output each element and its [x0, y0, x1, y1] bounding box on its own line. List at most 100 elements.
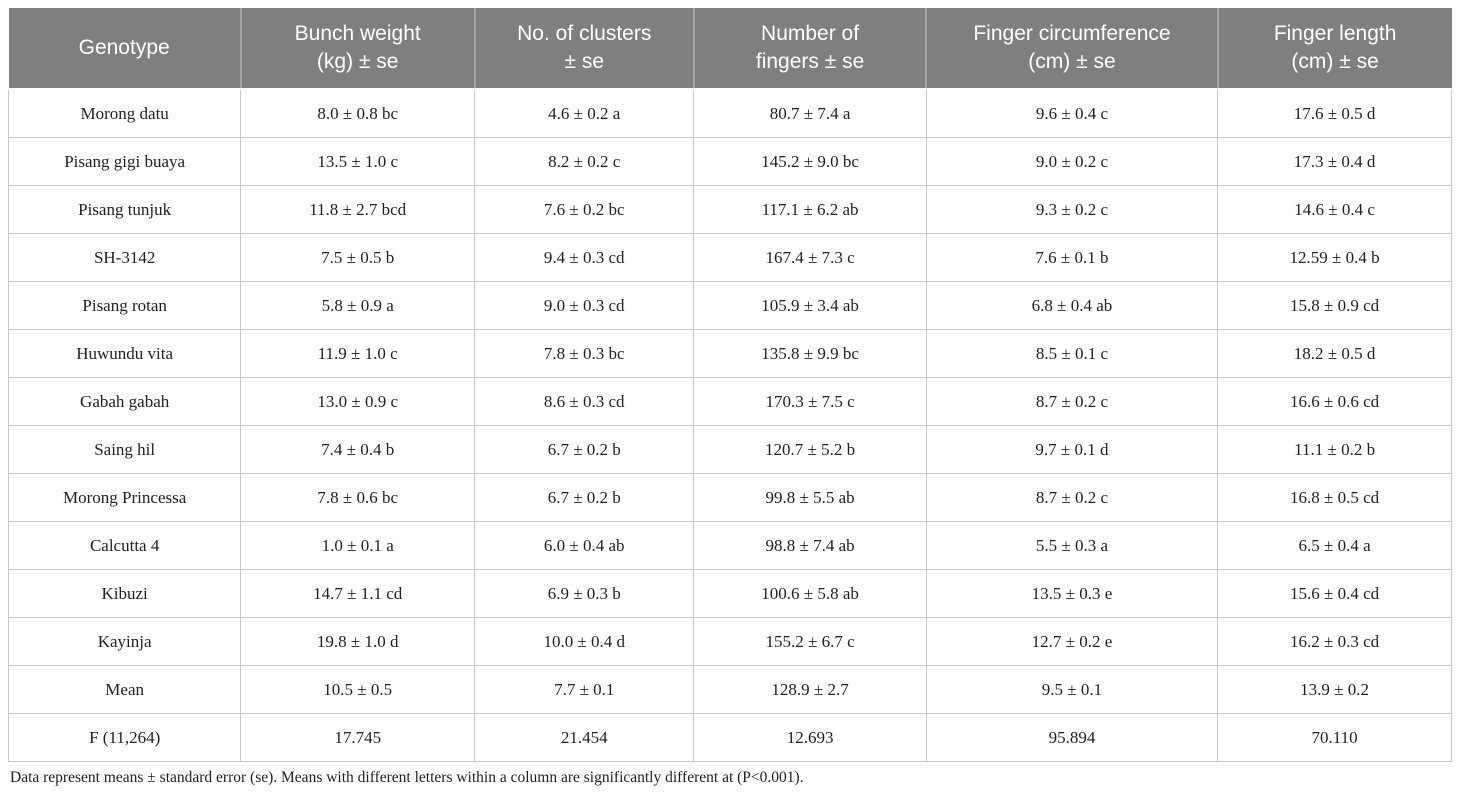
- value-cell: 8.7 ± 0.2 c: [925, 377, 1219, 426]
- value-cell: 170.3 ± 7.5 c: [693, 377, 927, 426]
- value-cell: 6.9 ± 0.3 b: [474, 569, 695, 618]
- genotype-cell: Morong Princessa: [7, 473, 242, 522]
- genotype-cell: F (11,264): [7, 713, 242, 762]
- genotype-cell: Pisang tunjuk: [7, 185, 242, 234]
- table-footnote: Data represent means ± standard error (s…: [10, 769, 804, 786]
- value-cell: 80.7 ± 7.4 a: [693, 88, 927, 138]
- genotype-cell: Huwundu vita: [7, 329, 242, 378]
- genotype-cell: Morong datu: [7, 88, 242, 138]
- genotype-cell: Mean: [7, 665, 242, 714]
- value-cell: 9.6 ± 0.4 c: [925, 88, 1219, 138]
- value-cell: 13.9 ± 0.2: [1217, 665, 1452, 714]
- value-cell: 117.1 ± 6.2 ab: [693, 185, 927, 234]
- value-cell: 7.8 ± 0.3 bc: [474, 329, 695, 378]
- value-cell: 8.5 ± 0.1 c: [925, 329, 1219, 378]
- table-row: Pisang rotan 5.8 ± 0.9 a 9.0 ± 0.3 cd 105.9…: [7, 281, 1452, 330]
- value-cell: 11.1 ± 0.2 b: [1217, 425, 1452, 474]
- value-cell: 7.6 ± 0.2 bc: [474, 185, 695, 234]
- value-cell: 17.6 ± 0.5 d: [1217, 88, 1452, 138]
- value-cell: 7.8 ± 0.6 bc: [240, 473, 476, 522]
- column-header-0: Genotype: [8, 8, 241, 90]
- value-cell: 135.8 ± 9.9 bc: [693, 329, 927, 378]
- column-header-3: Number of fingers ± se: [692, 8, 927, 90]
- value-cell: 6.7 ± 0.2 b: [474, 473, 695, 522]
- column-header-2: No. of clusters ± se: [473, 8, 694, 90]
- value-cell: 4.6 ± 0.2 a: [474, 88, 695, 138]
- value-cell: 155.2 ± 6.7 c: [693, 617, 927, 666]
- value-cell: 13.0 ± 0.9 c: [240, 377, 476, 426]
- column-header-1: Bunch weight (kg) ± se: [239, 8, 475, 90]
- value-cell: 167.4 ± 7.3 c: [693, 233, 927, 282]
- value-cell: 7.6 ± 0.1 b: [925, 233, 1219, 282]
- value-cell: 10.5 ± 0.5: [240, 665, 476, 714]
- table-row: F (11,264) 17.745 21.454 12.693 95.894 70.110: [7, 713, 1452, 762]
- value-cell: 16.8 ± 0.5 cd: [1217, 473, 1452, 522]
- value-cell: 18.2 ± 0.5 d: [1217, 329, 1452, 378]
- value-cell: 11.9 ± 1.0 c: [240, 329, 476, 378]
- table-row: Kayinja 19.8 ± 1.0 d 10.0 ± 0.4 d 155.2 ± 6…: [7, 617, 1452, 666]
- value-cell: 5.8 ± 0.9 a: [240, 281, 476, 330]
- value-cell: 98.8 ± 7.4 ab: [693, 521, 927, 570]
- genotype-cell: Pisang gigi buaya: [7, 137, 242, 186]
- value-cell: 12.693: [693, 713, 927, 762]
- value-cell: 9.5 ± 0.1: [925, 665, 1219, 714]
- value-cell: 17.745: [240, 713, 476, 762]
- value-cell: 9.3 ± 0.2 c: [925, 185, 1219, 234]
- value-cell: 99.8 ± 5.5 ab: [693, 473, 927, 522]
- value-cell: 12.7 ± 0.2 e: [925, 617, 1219, 666]
- value-cell: 14.7 ± 1.1 cd: [240, 569, 476, 618]
- value-cell: 9.0 ± 0.2 c: [925, 137, 1219, 186]
- value-cell: 70.110: [1217, 713, 1452, 762]
- value-cell: 1.0 ± 0.1 a: [240, 521, 476, 570]
- table-row: Gabah gabah 13.0 ± 0.9 c 8.6 ± 0.3 cd 170.3…: [7, 377, 1452, 426]
- header-row: Genotype Bunch weight (kg) ± se No. of clu…: [8, 8, 1452, 90]
- value-cell: 9.4 ± 0.3 cd: [474, 233, 695, 282]
- value-cell: 6.8 ± 0.4 ab: [925, 281, 1219, 330]
- genotype-cell: Gabah gabah: [7, 377, 242, 426]
- value-cell: 14.6 ± 0.4 c: [1217, 185, 1452, 234]
- value-cell: 11.8 ± 2.7 bcd: [240, 185, 476, 234]
- value-cell: 6.5 ± 0.4 a: [1217, 521, 1452, 570]
- table-row: Saing hil 7.4 ± 0.4 b 6.7 ± 0.2 b 120.7 ± 5…: [7, 425, 1452, 474]
- value-cell: 7.7 ± 0.1: [474, 665, 695, 714]
- table-row: Mean 10.5 ± 0.5 7.7 ± 0.1 128.9 ± 2.7 9.5 ± …: [7, 665, 1452, 714]
- value-cell: 8.2 ± 0.2 c: [474, 137, 695, 186]
- table-row: SH-3142 7.5 ± 0.5 b 9.4 ± 0.3 cd 167.4 ± 7.…: [7, 233, 1452, 282]
- value-cell: 13.5 ± 0.3 e: [925, 569, 1219, 618]
- value-cell: 15.8 ± 0.9 cd: [1217, 281, 1452, 330]
- genotype-cell: Calcutta 4: [7, 521, 242, 570]
- value-cell: 8.0 ± 0.8 bc: [240, 88, 476, 138]
- genotype-cell: Pisang rotan: [7, 281, 242, 330]
- column-header-4: Finger circumference (cm) ± se: [925, 8, 1218, 90]
- value-cell: 8.7 ± 0.2 c: [925, 473, 1219, 522]
- value-cell: 9.0 ± 0.3 cd: [474, 281, 695, 330]
- value-cell: 12.59 ± 0.4 b: [1217, 233, 1452, 282]
- value-cell: 7.5 ± 0.5 b: [240, 233, 476, 282]
- value-cell: 8.6 ± 0.3 cd: [474, 377, 695, 426]
- table-row: Calcutta 4 1.0 ± 0.1 a 6.0 ± 0.4 ab 98.8 ± …: [7, 521, 1452, 570]
- table-row: Pisang tunjuk 11.8 ± 2.7 bcd 7.6 ± 0.2 bc 1…: [7, 185, 1452, 234]
- value-cell: 128.9 ± 2.7: [693, 665, 927, 714]
- genotype-cell: Kibuzi: [7, 569, 242, 618]
- table-header: Genotype Bunch weight (kg) ± se No. of clu…: [8, 8, 1452, 90]
- value-cell: 19.8 ± 1.0 d: [240, 617, 476, 666]
- value-cell: 15.6 ± 0.4 cd: [1217, 569, 1452, 618]
- value-cell: 120.7 ± 5.2 b: [693, 425, 927, 474]
- genotype-cell: Kayinja: [7, 617, 242, 666]
- value-cell: 13.5 ± 1.0 c: [240, 137, 476, 186]
- value-cell: 6.0 ± 0.4 ab: [474, 521, 695, 570]
- table-body: Morong datu 8.0 ± 0.8 bc 4.6 ± 0.2 a 80.7 ±…: [7, 88, 1452, 762]
- genotype-cell: SH-3142: [7, 233, 242, 282]
- value-cell: 17.3 ± 0.4 d: [1217, 137, 1452, 186]
- genotype-cell: Saing hil: [7, 425, 242, 474]
- value-cell: 10.0 ± 0.4 d: [474, 617, 695, 666]
- column-header-5: Finger length (cm) ± se: [1216, 8, 1452, 90]
- genotype-traits-table: Genotype Bunch weight (kg) ± se No. of clu…: [7, 8, 1452, 762]
- value-cell: 145.2 ± 9.0 bc: [693, 137, 927, 186]
- value-cell: 9.7 ± 0.1 d: [925, 425, 1219, 474]
- value-cell: 5.5 ± 0.3 a: [925, 521, 1219, 570]
- value-cell: 6.7 ± 0.2 b: [474, 425, 695, 474]
- value-cell: 95.894: [925, 713, 1219, 762]
